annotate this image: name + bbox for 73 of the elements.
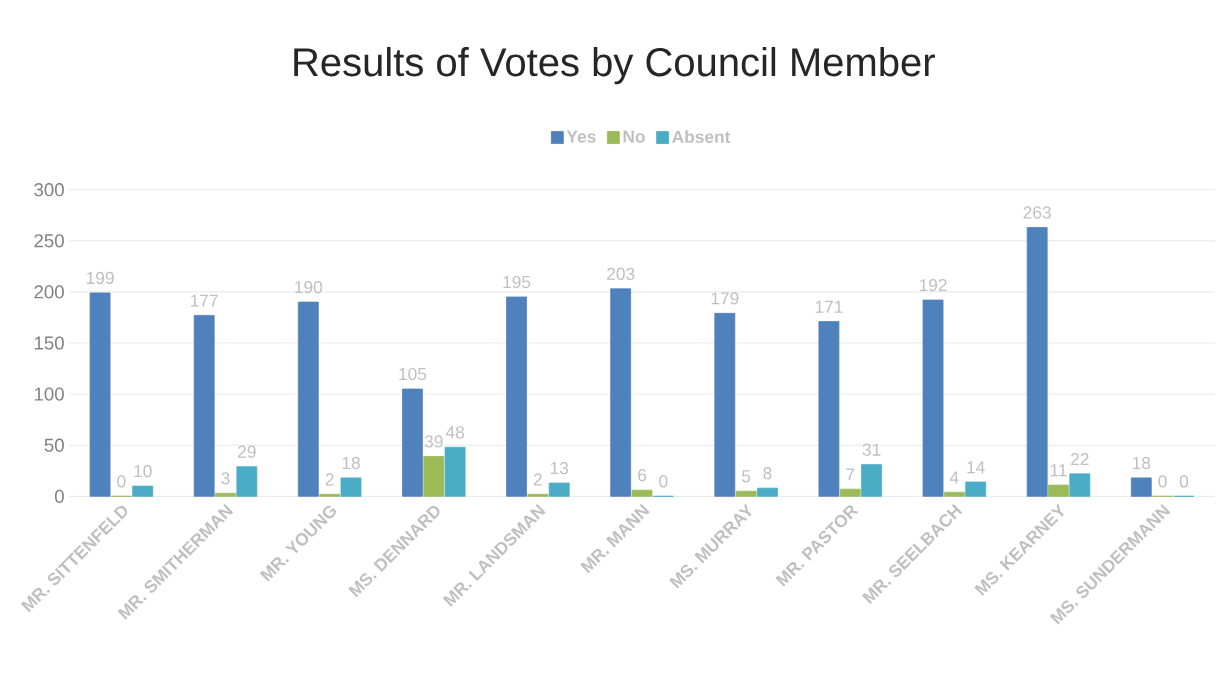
data-label: 29 xyxy=(238,445,256,458)
data-label: 4 xyxy=(949,471,959,484)
y-tick-label: 200 xyxy=(34,285,64,299)
data-label: 39 xyxy=(424,435,443,448)
data-label: 199 xyxy=(86,271,114,285)
bar xyxy=(1069,473,1091,497)
bar xyxy=(402,388,423,497)
data-label: 18 xyxy=(342,456,360,470)
data-label: 6 xyxy=(638,469,647,482)
y-tick-label: 0 xyxy=(54,489,64,503)
bar xyxy=(215,492,236,497)
bar xyxy=(943,491,965,497)
y-tick-label: 250 xyxy=(34,234,64,248)
data-label: 22 xyxy=(1071,452,1089,465)
data-label: 195 xyxy=(503,275,531,289)
data-label: 48 xyxy=(445,426,464,439)
bar xyxy=(839,488,861,497)
legend-label: Yes xyxy=(566,130,596,143)
bar xyxy=(610,288,632,497)
bar xyxy=(297,301,319,497)
bar xyxy=(735,490,757,497)
bar xyxy=(132,485,154,497)
bar xyxy=(1048,484,1069,497)
bar xyxy=(818,321,840,497)
data-label: 263 xyxy=(1023,206,1051,219)
bar xyxy=(922,299,944,497)
bar xyxy=(319,493,341,497)
bar xyxy=(714,312,736,497)
data-label: 18 xyxy=(1132,456,1151,470)
data-label: 192 xyxy=(919,278,947,292)
bar xyxy=(965,481,987,497)
data-label: 0 xyxy=(1179,475,1189,488)
bar xyxy=(89,292,111,497)
bar xyxy=(506,296,527,497)
y-tick-label: 50 xyxy=(44,438,64,452)
data-label: 190 xyxy=(295,280,323,294)
legend-label: Absent xyxy=(672,130,731,143)
legend-label: No xyxy=(623,130,645,143)
data-label: 3 xyxy=(221,472,230,485)
y-tick-label: 150 xyxy=(34,336,64,350)
data-label: 177 xyxy=(191,294,218,307)
bar xyxy=(423,456,445,497)
bar xyxy=(444,446,466,497)
data-label: 14 xyxy=(967,461,985,474)
data-label: 2 xyxy=(325,473,334,486)
data-label: 105 xyxy=(399,367,427,381)
data-label: 5 xyxy=(742,470,751,483)
data-label: 171 xyxy=(815,300,843,313)
data-label: 2 xyxy=(533,473,542,486)
data-label: 0 xyxy=(1158,475,1167,488)
data-label: 31 xyxy=(862,443,881,456)
bar xyxy=(631,489,653,497)
data-label: 8 xyxy=(763,467,772,480)
data-label: 7 xyxy=(846,468,855,481)
data-label: 13 xyxy=(550,461,569,475)
bar xyxy=(236,466,258,497)
bar xyxy=(861,464,882,497)
chart-title: Results of Votes by Council Member xyxy=(294,47,935,85)
bar xyxy=(548,482,570,497)
y-tick-label: 300 xyxy=(34,183,64,197)
data-label: 179 xyxy=(711,292,739,305)
bar xyxy=(1026,227,1048,497)
data-label: 0 xyxy=(117,475,126,488)
bar xyxy=(1130,477,1152,497)
data-label: 0 xyxy=(659,475,668,488)
bar xyxy=(757,487,778,497)
y-tick-label: 100 xyxy=(34,387,64,401)
bar xyxy=(193,315,215,497)
data-label: 203 xyxy=(607,267,635,280)
data-label: 11 xyxy=(1050,464,1067,477)
bar xyxy=(527,493,549,497)
data-label: 10 xyxy=(134,464,152,478)
bar xyxy=(340,477,362,497)
